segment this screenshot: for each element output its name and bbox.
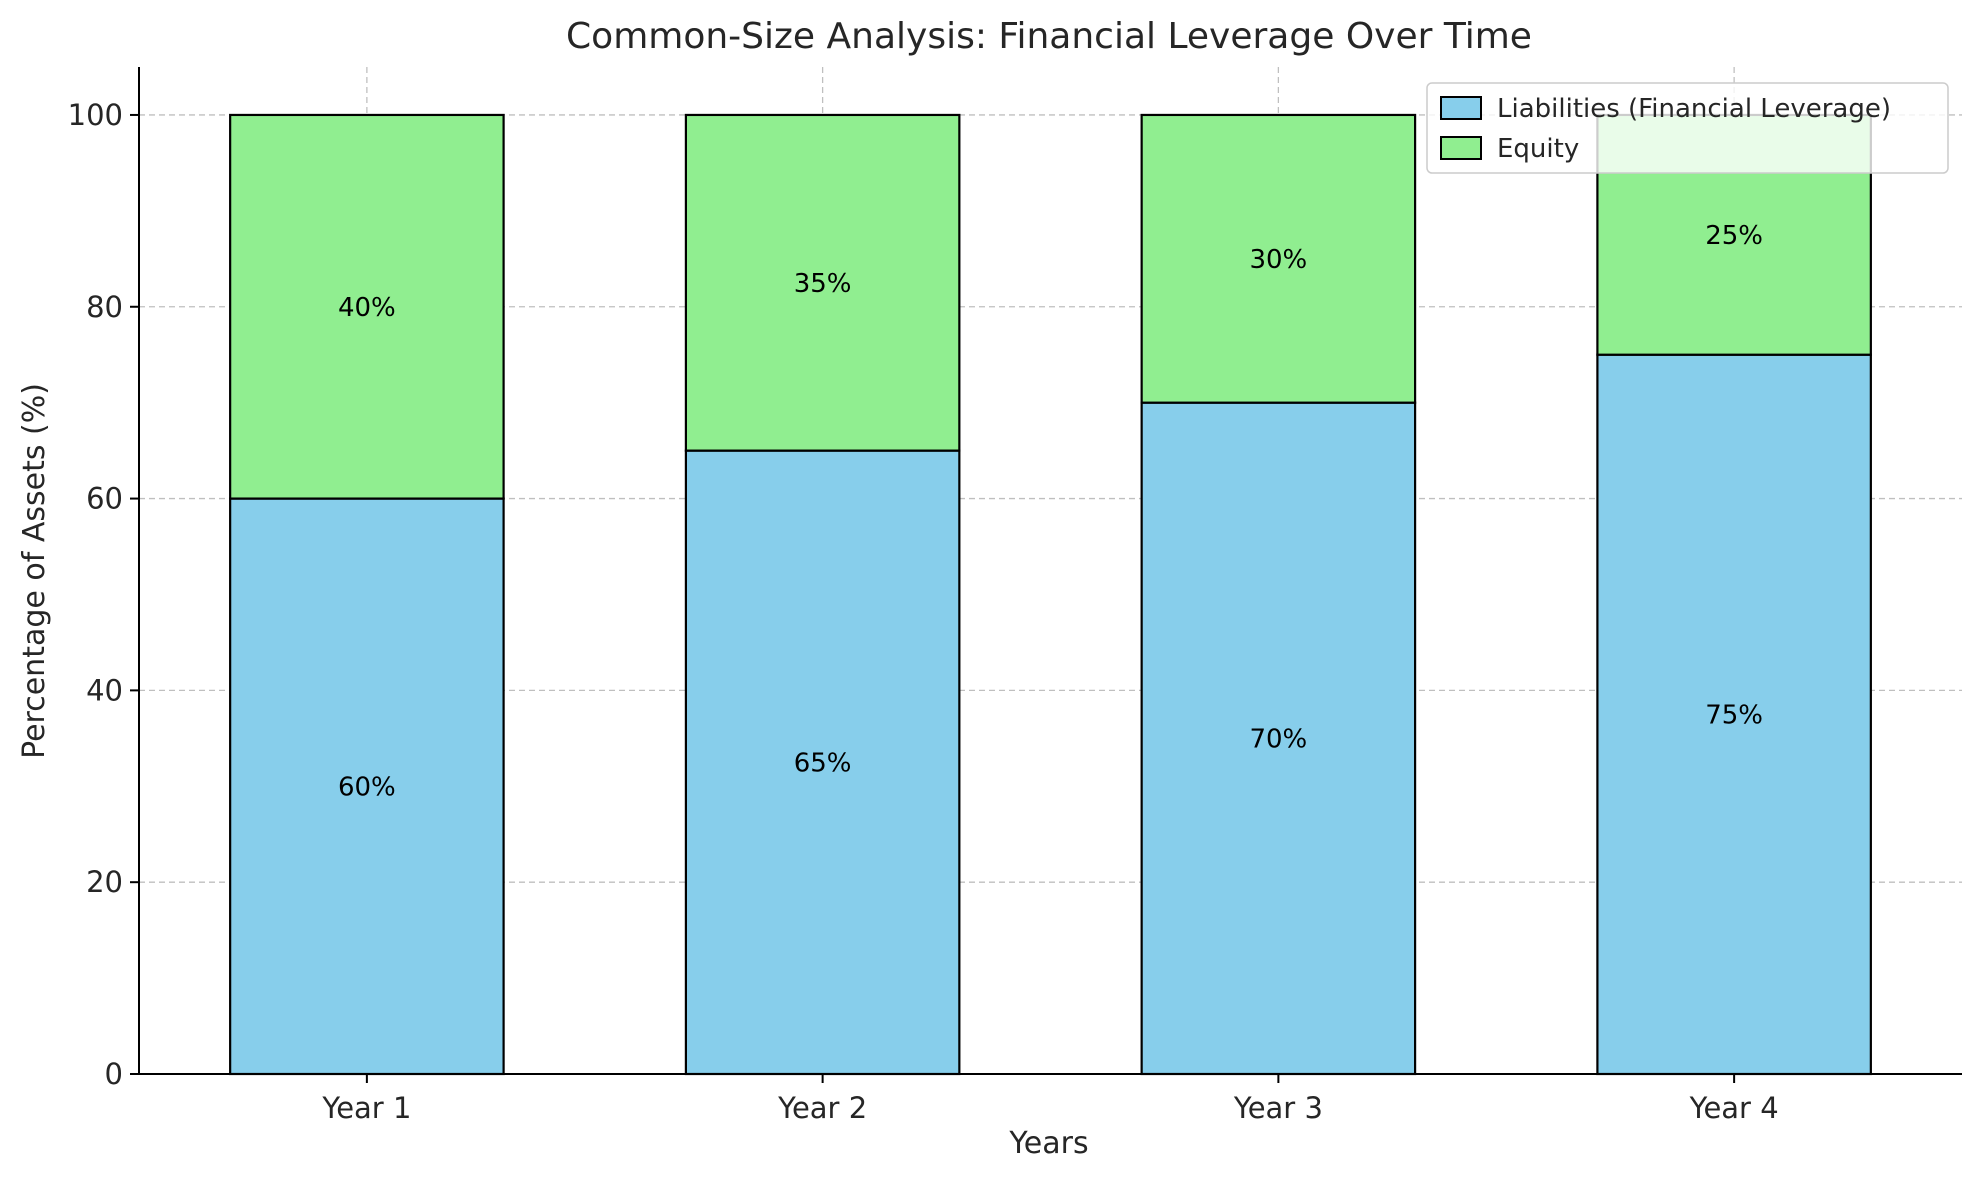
y-tick-label: 80 xyxy=(86,290,123,324)
x-tick-label: Year 2 xyxy=(777,1091,867,1125)
bar-equity-3 xyxy=(1140,113,1417,404)
legend-swatch-liabilities xyxy=(1440,96,1482,120)
bar-labels: 60% 65% 70% 75% 40% 35% 30% 25% xyxy=(338,221,1763,802)
data-label-liabilities-1: 60% xyxy=(338,772,396,802)
bar-liabilities-4 xyxy=(1596,353,1872,1076)
bar-equity-2 xyxy=(684,113,961,452)
data-label-equity-1: 40% xyxy=(338,293,396,323)
data-label-liabilities-3: 70% xyxy=(1249,724,1307,754)
y-tick-label: 40 xyxy=(86,673,123,707)
bar-liabilities-3 xyxy=(1140,401,1417,1076)
x-tick-label: Year 1 xyxy=(321,1091,411,1125)
legend: Liabilities (Financial Leverage) Equity xyxy=(1426,82,1949,174)
bar-equity-1 xyxy=(229,113,505,500)
legend-box xyxy=(1426,82,1949,174)
axes: 0 20 40 60 80 100 Year 1 Year 2 Year 3 Year 4 xyxy=(68,67,1962,1125)
y-tick-label: 0 xyxy=(105,1057,123,1091)
x-tick-label: Year 3 xyxy=(1233,1091,1323,1125)
bar-liabilities-1 xyxy=(229,497,505,1076)
data-label-liabilities-2: 65% xyxy=(794,748,852,778)
data-label-liabilities-4: 75% xyxy=(1705,700,1763,730)
data-label-equity-3: 30% xyxy=(1249,245,1307,275)
chart-title: Common-Size Analysis: Financial Leverage… xyxy=(566,16,1532,57)
bars xyxy=(229,113,1872,1076)
legend-label-equity: Equity xyxy=(1497,134,1579,164)
legend-swatch-equity xyxy=(1440,136,1482,160)
y-axis-label: Percentage of Assets (%) xyxy=(17,383,52,759)
y-tick-label: 60 xyxy=(86,482,123,516)
legend-label-liabilities: Liabilities (Financial Leverage) xyxy=(1497,94,1891,124)
y-tick-label: 100 xyxy=(68,98,123,132)
data-label-equity-2: 35% xyxy=(794,269,852,299)
y-tick-label: 20 xyxy=(86,865,123,899)
x-tick-label: Year 4 xyxy=(1689,1091,1779,1125)
data-label-equity-4: 25% xyxy=(1705,221,1763,251)
x-axis-label: Years xyxy=(1008,1126,1088,1161)
